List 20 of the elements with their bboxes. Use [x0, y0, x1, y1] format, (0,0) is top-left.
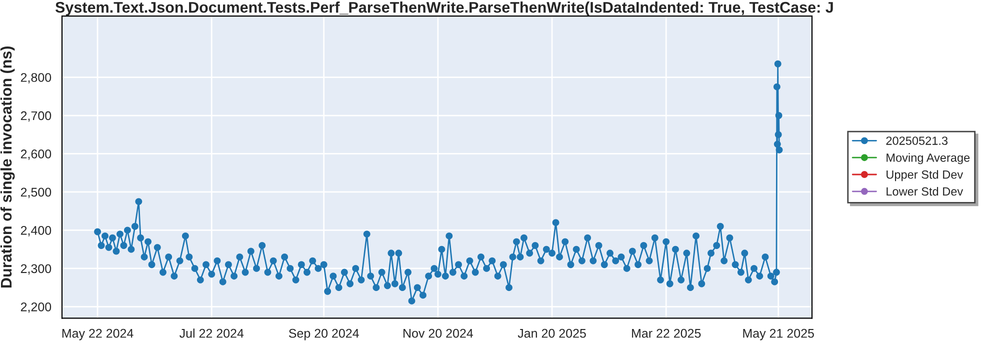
x-tick-label: Jan 20 2025: [518, 328, 586, 338]
y-tick-label: 2,300: [20, 264, 52, 275]
y-tick-label: 2,200: [20, 302, 52, 313]
y-tick-label: 2,800: [20, 73, 52, 84]
y-tick-label: 2,700: [20, 111, 52, 122]
x-tick-label: May 22 2024: [62, 328, 134, 340]
legend-label: 20250521.3: [886, 136, 948, 145]
y-tick-label: 2,600: [20, 150, 52, 160]
x-tick-label: Sep 20 2024: [288, 328, 359, 340]
x-tick-label: May 21 2025: [743, 328, 814, 340]
chart-title: System.Text.Json.Document.Tests.Perf_ParseThenWrite.ParseThenWrite(IsDataIndented: True, TestCase: J: [55, 2, 833, 16]
x-tick-label: Mar 22 2025: [632, 328, 701, 338]
y-tick-label: 2,500: [20, 188, 52, 198]
legend-label: Moving Average: [886, 153, 970, 164]
y-axis-title: Duration of single invocation (ns): [0, 46, 15, 288]
x-tick-label: Nov 20 2024: [404, 328, 474, 338]
legend-label: Lower Std Dev: [886, 186, 964, 196]
y-tick-label: 2,400: [20, 226, 52, 236]
x-tick-label: Jul 22 2024: [180, 328, 244, 338]
legend-label: Upper Std Dev: [886, 170, 964, 182]
